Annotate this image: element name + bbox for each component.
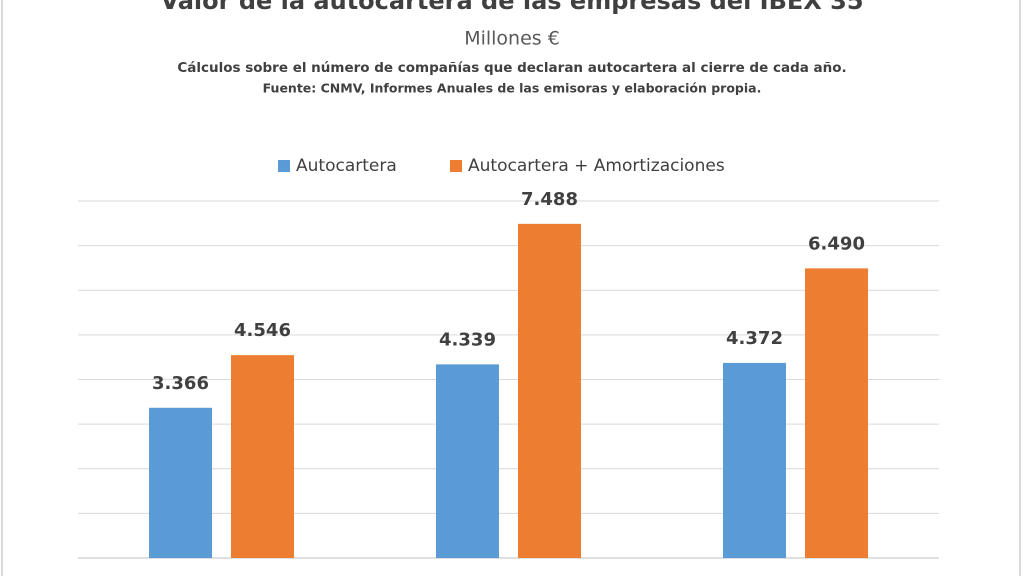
bar	[231, 355, 294, 558]
bar	[723, 362, 786, 558]
note: Cálculos sobre el número de compañías qu…	[177, 60, 846, 76]
bar	[149, 407, 212, 558]
value-label: 3.366	[152, 373, 209, 394]
chart-subtitle: Millones €	[464, 28, 560, 50]
bar	[436, 364, 499, 558]
chart-title: Valor de la autocartera de las empresas …	[160, 0, 863, 15]
value-label: 7.488	[521, 189, 578, 210]
note: Fuente: CNMV, Informes Anuales de las em…	[263, 81, 762, 96]
legend-swatch	[278, 160, 290, 172]
bar	[805, 268, 868, 558]
value-label: 4.546	[234, 320, 291, 341]
value-label: 6.490	[808, 233, 865, 254]
bar	[518, 223, 581, 558]
legend-label: Autocartera + Amortizaciones	[468, 156, 725, 176]
legend-label: Autocartera	[296, 156, 397, 176]
legend-swatch	[450, 160, 462, 172]
value-label: 4.339	[439, 329, 496, 350]
value-label: 4.372	[726, 328, 783, 349]
